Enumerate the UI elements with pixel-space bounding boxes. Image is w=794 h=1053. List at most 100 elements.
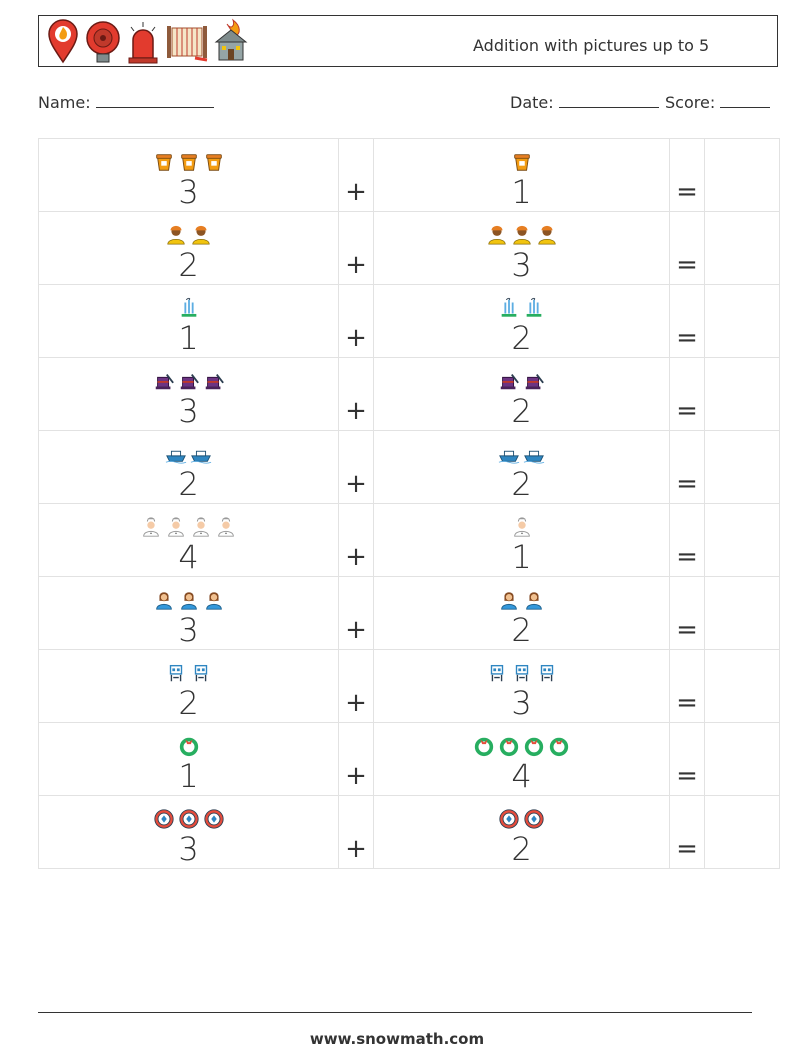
plus-sign: + [345,542,367,572]
equals-sign: = [676,396,698,426]
problem-row: 3 +2 = [38,795,780,869]
b-cell: 2 [373,357,670,431]
equals-cell: = [669,284,705,358]
b-pictures [374,224,669,250]
plus-sign: + [345,688,367,718]
date-field[interactable]: Date: [510,93,659,112]
a-number: 2 [178,246,199,284]
a-number: 3 [178,173,199,211]
poker-chip-icon [203,809,224,829]
b-pictures [374,516,669,542]
b-cell: 2 [373,795,670,869]
b-number: 3 [511,246,532,284]
a-pictures [39,735,338,761]
header-icons [45,18,249,66]
equals-cell: = [669,795,705,869]
answer-cell[interactable] [704,138,780,212]
robot-icon [169,664,183,682]
equals-sign: = [676,250,698,280]
answer-cell[interactable] [704,430,780,504]
magic-hat-icon [180,374,199,390]
a-cell: 3 [38,357,339,431]
name-field[interactable]: Name: [38,93,214,112]
answer-cell[interactable] [704,503,780,577]
a-number: 2 [178,465,199,503]
equals-sign: = [676,542,698,572]
plus-cell: + [338,795,374,869]
b-number: 2 [511,319,532,357]
date-label: Date: [510,93,554,112]
b-cell: 2 [373,284,670,358]
bucket-icon [513,154,530,171]
b-number: 2 [511,392,532,430]
b-pictures [374,662,669,688]
worksheet-header: Addition with pictures up to 5 [38,15,778,67]
firefighter-icon [537,225,556,245]
b-number: 3 [511,684,532,722]
fire-hose-icon [167,26,208,62]
a-cell: 4 [38,503,339,577]
answer-cell[interactable] [704,576,780,650]
b-pictures [374,151,669,177]
answer-cell[interactable] [704,649,780,723]
problem-row: 1 +4 = [38,722,780,796]
a-cell: 2 [38,211,339,285]
a-number: 1 [178,319,199,357]
plus-sign: + [345,396,367,426]
answer-cell[interactable] [704,357,780,431]
b-pictures [374,370,669,396]
a-number: 4 [178,538,199,576]
score-blank[interactable] [720,94,771,108]
bucket-icon [155,154,172,171]
robot-icon [540,664,553,682]
problem-row: 3 +1 = [38,138,780,212]
a-pictures [39,151,338,177]
footer-divider [38,1012,752,1013]
b-cell: 3 [373,211,670,285]
plus-sign: + [345,615,367,645]
boat-icon [165,450,187,464]
name-label: Name: [38,93,91,112]
equals-cell: = [669,576,705,650]
a-pictures [39,224,338,250]
b-number: 2 [511,611,532,649]
name-blank[interactable] [95,94,214,108]
equals-sign: = [676,834,698,864]
equals-cell: = [669,649,705,723]
magic-hat-icon [205,374,224,390]
plus-sign: + [345,323,367,353]
b-number: 2 [511,830,532,868]
chef-icon [168,517,184,537]
b-pictures [374,443,669,469]
a-pictures [39,589,338,615]
answer-cell[interactable] [704,211,780,285]
chef-icon [218,517,234,537]
magic-hat-icon [525,374,544,390]
answer-cell[interactable] [704,284,780,358]
a-pictures [39,370,338,396]
poker-chip-icon [178,809,199,829]
date-blank[interactable] [558,94,659,108]
problem-row: 1 +2 = [38,284,780,358]
firefighter-icon [512,225,531,245]
b-number: 2 [511,465,532,503]
a-pictures [39,662,338,688]
answer-cell[interactable] [704,795,780,869]
b-cell: 1 [373,503,670,577]
problem-row: 2 +2 = [38,430,780,504]
b-cell: 2 [373,430,670,504]
nurse-icon [501,592,517,610]
plus-cell: + [338,138,374,212]
robot-icon [194,664,208,682]
bucket-icon [205,154,222,171]
a-number: 3 [178,611,199,649]
answer-cell[interactable] [704,722,780,796]
nurse-icon [155,592,172,610]
burning-house-icon [214,18,248,61]
problem-row: 3 +2 = [38,357,780,431]
score-field[interactable]: Score: [665,93,771,112]
plus-cell: + [338,576,374,650]
plus-cell: + [338,722,374,796]
boat-icon [190,450,212,464]
b-pictures [374,297,669,323]
